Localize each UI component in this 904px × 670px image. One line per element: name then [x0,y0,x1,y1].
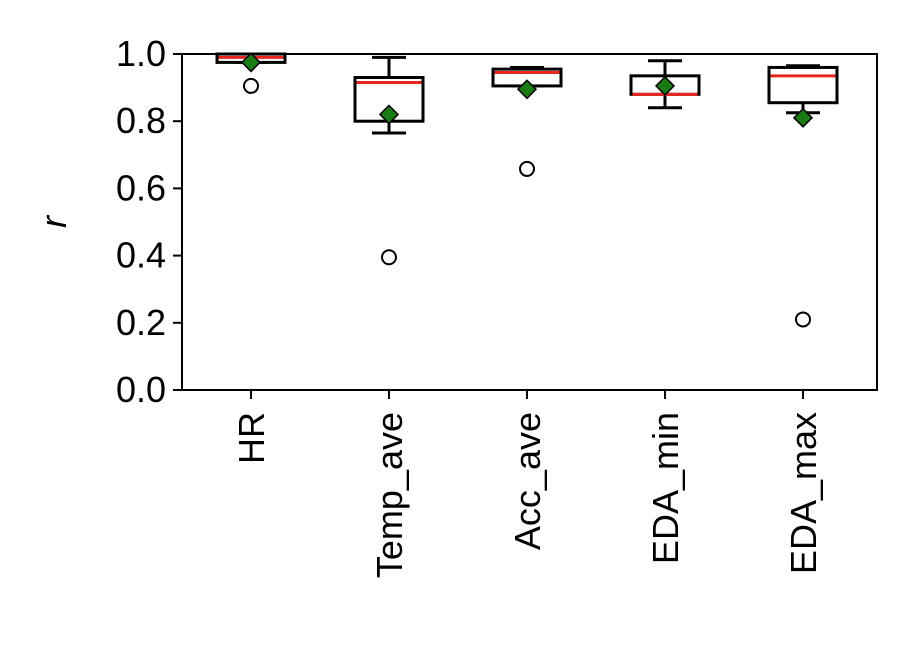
plot-frame [181,53,878,391]
y-tick-label: 0.4 [116,235,166,276]
y-tick-label: 1.0 [116,33,166,74]
box-hr [215,52,287,94]
y-axis-title: r [33,214,74,228]
y-tick-label: 0.0 [116,369,166,410]
y-tick-label: 0.8 [116,100,166,141]
x-tick-label: Temp_ave [369,412,410,578]
outlier-point [795,311,811,328]
y-axis-ticks: 0.0 0.2 0.4 0.6 0.8 1.0 [116,33,182,410]
box-acc-ave [491,65,563,177]
plot-area [181,52,878,391]
x-tick-label: EDA_min [645,412,686,564]
box-temp-ave [353,55,425,266]
mean-marker [792,107,814,128]
outlier-point [243,77,259,94]
mean-marker [378,104,400,125]
x-axis-ticks: HR Temp_ave Acc_ave EDA_min EDA_max [231,390,824,578]
y-tick-label: 0.2 [116,302,166,343]
x-tick-label: EDA_max [783,412,824,574]
box-eda-min [629,59,701,110]
mean-marker [240,52,262,73]
iqr-box [767,65,839,105]
outlier-point [381,249,397,266]
x-tick-label: Acc_ave [507,412,548,550]
mean-marker [654,75,676,96]
outlier-point [519,160,535,177]
x-tick-label: HR [231,412,272,464]
y-tick-label: 0.6 [116,167,166,208]
mean-marker [516,79,538,100]
box-eda-max [767,64,839,328]
